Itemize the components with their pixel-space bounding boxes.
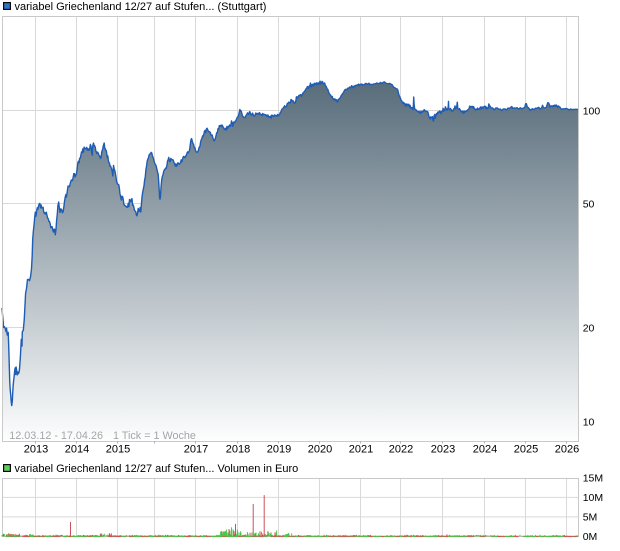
svg-text:2023: 2023 — [431, 444, 455, 456]
svg-text:2015: 2015 — [106, 444, 130, 456]
svg-text:20: 20 — [583, 322, 595, 334]
svg-text:variabel Griechenland 12/27 au: variabel Griechenland 12/27 auf Stufen..… — [15, 463, 299, 475]
svg-text:2019: 2019 — [267, 444, 291, 456]
svg-text:2025: 2025 — [514, 444, 538, 456]
svg-text:1 Tick = 1 Woche: 1 Tick = 1 Woche — [113, 430, 196, 442]
svg-text:2017: 2017 — [184, 444, 208, 456]
svg-text:100: 100 — [583, 105, 601, 117]
svg-text:2021: 2021 — [349, 444, 373, 456]
svg-text:12.03.12 - 17.04.26: 12.03.12 - 17.04.26 — [9, 430, 103, 442]
svg-text:10: 10 — [583, 416, 595, 428]
svg-text:0M: 0M — [583, 531, 598, 543]
svg-text:2018: 2018 — [226, 444, 250, 456]
svg-text:50: 50 — [583, 198, 595, 210]
svg-text:2013: 2013 — [24, 444, 48, 456]
svg-text:variabel Griechenland 12/27 au: variabel Griechenland 12/27 auf Stufen..… — [15, 1, 267, 13]
svg-text:2020: 2020 — [308, 444, 332, 456]
svg-text:2014: 2014 — [65, 444, 89, 456]
svg-text:15M: 15M — [583, 473, 603, 485]
svg-text:2022: 2022 — [389, 444, 413, 456]
svg-text:2026: 2026 — [555, 444, 579, 456]
svg-text:5M: 5M — [583, 512, 598, 524]
svg-text:2024: 2024 — [473, 444, 497, 456]
svg-text:10M: 10M — [583, 492, 603, 504]
